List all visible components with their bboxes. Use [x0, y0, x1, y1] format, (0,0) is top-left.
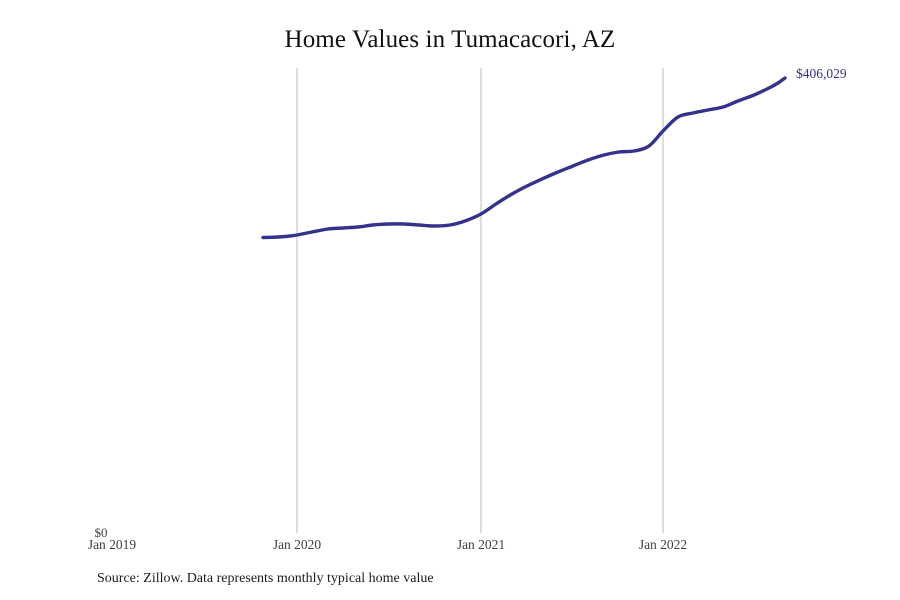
y-axis-zero-tick-label: $0	[94, 525, 108, 540]
x-axis-tick-label: Jan 2019	[87, 537, 137, 552]
gridlines	[296, 68, 664, 533]
series-line	[261, 76, 787, 240]
x-axis-tick-label: Jan 2021	[456, 537, 506, 552]
x-axis-tick-label: Jan 2020	[272, 537, 322, 552]
x-axis-tick-label: Jan 2022	[638, 537, 688, 552]
source-note: Source: Zillow. Data represents monthly …	[97, 571, 434, 586]
chart-title: Home Values in Tumacacori, AZ	[284, 26, 616, 53]
series-lines	[261, 76, 787, 240]
end-value-annotation: $406,029	[796, 66, 847, 81]
